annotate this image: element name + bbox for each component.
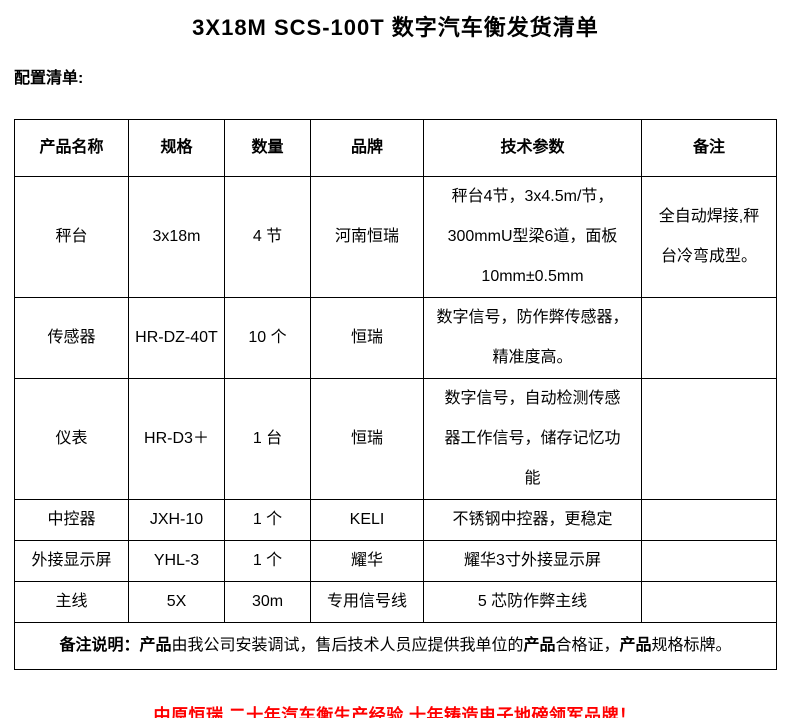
cell-brand: 专用信号线	[310, 581, 424, 623]
section-label: 配置清单:	[14, 70, 84, 87]
remark-segment: 合格证，	[555, 637, 620, 654]
remark-segment: 产品	[139, 637, 172, 654]
shipping-list-table: 产品名称 规格 数量 品牌 技术参数 备注 秤台 3x18m 4 节 河南恒瑞 …	[14, 119, 777, 670]
cell-product-name: 中控器	[14, 499, 129, 541]
cell-spec: JXH-10	[128, 499, 225, 541]
cell-product-name: 主线	[14, 581, 129, 623]
cell-remarks	[641, 499, 777, 541]
header-brand: 品牌	[310, 119, 424, 177]
cell-quantity: 1 个	[224, 499, 311, 541]
cell-remarks	[641, 297, 777, 379]
cell-remarks	[641, 581, 777, 623]
table-row: 主线 5X 30m 专用信号线 5 芯防作弊主线	[14, 581, 777, 623]
cell-product-name: 仪表	[14, 378, 129, 500]
cell-tech-params: 数字信号，自动检测传感 器工作信号，储存记忆功 能	[423, 378, 642, 500]
header-product-name: 产品名称	[14, 119, 129, 177]
header-spec: 规格	[128, 119, 225, 177]
cell-brand: 耀华	[310, 540, 424, 582]
cell-product-name: 传感器	[14, 297, 129, 379]
remark-segment: 产品	[523, 637, 556, 654]
table-header-row: 产品名称 规格 数量 品牌 技术参数 备注	[14, 119, 777, 177]
page-title: 3X18M SCS-100T 数字汽车衡发货清单	[192, 15, 599, 40]
cell-spec: HR-DZ-40T	[128, 297, 225, 379]
cell-brand: 河南恒瑞	[310, 176, 424, 298]
cell-quantity: 10 个	[224, 297, 311, 379]
table-remark-row: 备注说明：产品由我公司安装调试，售后技术人员应提供我单位的产品合格证，产品规格标…	[14, 622, 777, 670]
cell-product-name: 秤台	[14, 176, 129, 298]
cell-spec: YHL-3	[128, 540, 225, 582]
cell-quantity: 4 节	[224, 176, 311, 298]
cell-brand: 恒瑞	[310, 297, 424, 379]
cell-spec: 5X	[128, 581, 225, 623]
table-row: 中控器 JXH-10 1 个 KELI 不锈钢中控器，更稳定	[14, 499, 777, 541]
cell-remarks	[641, 378, 777, 500]
cell-brand: 恒瑞	[310, 378, 424, 500]
remark-label: 备注说明：	[59, 637, 140, 654]
cell-tech-params: 5 芯防作弊主线	[423, 581, 642, 623]
cell-tech-params: 不锈钢中控器，更稳定	[423, 499, 642, 541]
cell-tech-params: 耀华3寸外接显示屏	[423, 540, 642, 582]
remark-segment: 产品	[619, 637, 652, 654]
cell-brand: KELI	[310, 499, 424, 541]
table-row: 外接显示屏 YHL-3 1 个 耀华 耀华3寸外接显示屏	[14, 540, 777, 582]
cell-spec: 3x18m	[128, 176, 225, 298]
cell-remarks: 全自动焊接,秤 台冷弯成型。	[641, 176, 777, 298]
cell-quantity: 1 台	[224, 378, 311, 500]
cell-tech-params: 秤台4节，3x4.5m/节， 300mmU型梁6道，面板 10mm±0.5mm	[423, 176, 642, 298]
cell-product-name: 外接显示屏	[14, 540, 129, 582]
header-quantity: 数量	[224, 119, 311, 177]
header-tech-params: 技术参数	[423, 119, 642, 177]
table-row: 秤台 3x18m 4 节 河南恒瑞 秤台4节，3x4.5m/节， 300mmU型…	[14, 176, 777, 298]
footer-slogan: 中原恒瑞 二十年汽车衡生产经验 十年铸造电子地磅领军品牌！	[153, 706, 637, 718]
cell-remarks	[641, 540, 777, 582]
cell-quantity: 1 个	[224, 540, 311, 582]
remark-segment: 由我公司安装调试，售后技术人员应提供我单位的	[171, 637, 524, 654]
table-row: 传感器 HR-DZ-40T 10 个 恒瑞 数字信号，防作弊传感器， 精准度高。	[14, 297, 777, 379]
cell-quantity: 30m	[224, 581, 311, 623]
remark-segment: 规格标牌。	[651, 637, 732, 654]
header-remarks: 备注	[641, 119, 777, 177]
table-row: 仪表 HR-D3＋ 1 台 恒瑞 数字信号，自动检测传感 器工作信号，储存记忆功…	[14, 378, 777, 500]
cell-spec: HR-D3＋	[128, 378, 225, 500]
cell-tech-params: 数字信号，防作弊传感器， 精准度高。	[423, 297, 642, 379]
remark-cell: 备注说明：产品由我公司安装调试，售后技术人员应提供我单位的产品合格证，产品规格标…	[14, 622, 777, 670]
